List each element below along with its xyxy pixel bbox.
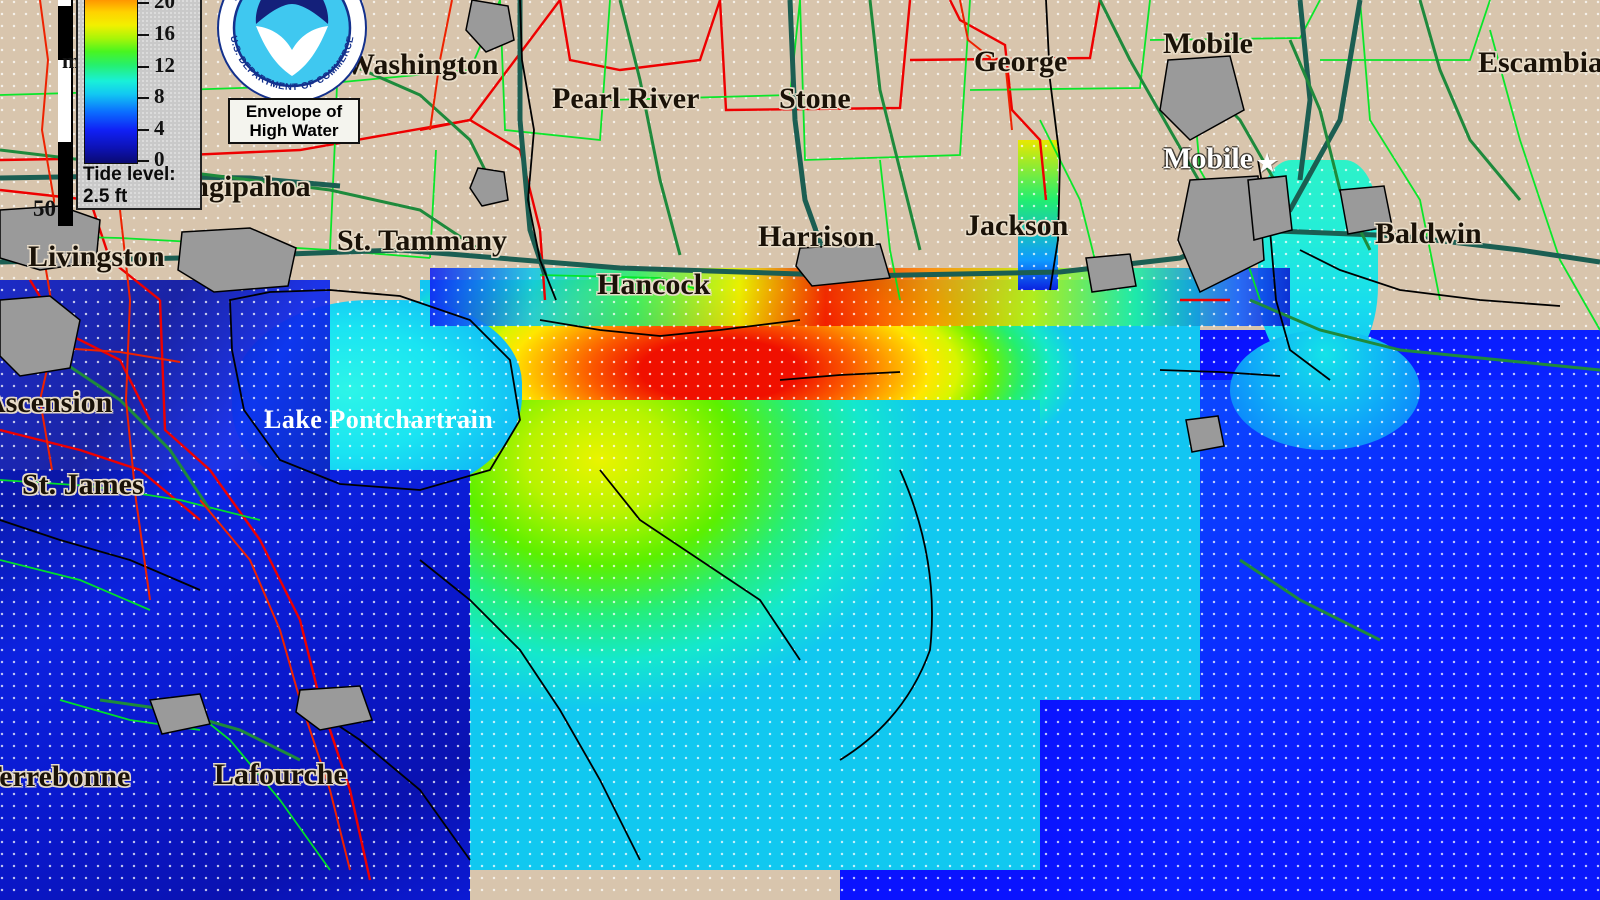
county-label-lafourche: Lafourche — [214, 758, 347, 791]
colorbar-label-12: 12 — [154, 53, 175, 77]
county-label-mobile: Mobile — [1163, 27, 1253, 60]
county-label-harrison: Harrison — [758, 220, 875, 253]
county-label-terrebonne: Terrebonne — [0, 760, 131, 793]
scale-bar-value-label: 50 — [33, 196, 56, 221]
colorbar-label-4: 4 — [154, 116, 165, 140]
colorbar-label-8: 8 — [154, 84, 165, 108]
water-label-lake-pontchartrain: Lake Pontchartrain — [264, 405, 494, 434]
tide-level-caption: Tide level: — [83, 164, 176, 185]
county-label-george: George — [974, 45, 1068, 78]
envelope-line-2: High Water — [249, 121, 339, 140]
county-label-pearl-river: Pearl River — [552, 82, 700, 115]
urban-area-polygons — [0, 0, 1393, 735]
tide-level-value: 2.5 ft — [83, 186, 128, 208]
noaa-seal-logo: NATIONAL OCEANIC AND U.S. DEPARTMENT OF … — [217, 0, 367, 103]
county-label-jackson: Jackson — [965, 209, 1069, 242]
tide-level-block: Tide level: 2.5 ft — [83, 164, 199, 209]
legend-panel: 20 16 12 8 4 0 Tide level: 2.5 ft — [76, 0, 202, 210]
county-label-livingston: Livingston — [28, 240, 165, 273]
envelope-line-1: Envelope of — [245, 101, 343, 121]
hydrography-lines — [0, 0, 1561, 861]
envelope-of-high-water-box: Envelope of High Water — [228, 98, 360, 144]
colorbar-label-0: 0 — [154, 147, 165, 171]
colorbar-tick-8 — [138, 97, 149, 99]
county-label-ascension: Ascension — [0, 386, 113, 419]
county-label-baldwin: Baldwin — [1375, 217, 1482, 250]
colorbar-tick-12 — [138, 66, 149, 68]
county-label-st-tammany: St. Tammany — [337, 224, 508, 257]
county-label-stone: Stone — [779, 82, 851, 115]
county-label-st-james: St. James — [22, 468, 144, 501]
colorbar-tick-20 — [138, 2, 149, 4]
city-label-mobile: Mobile — [1163, 142, 1253, 175]
colorbar-tick-0 — [138, 160, 149, 162]
county-label-washington: Washington — [345, 48, 499, 81]
scale-bar-segment — [58, 60, 71, 142]
scale-bar-unit-label: m — [62, 48, 81, 73]
color-bar — [84, 0, 138, 164]
colorbar-tick-4 — [138, 129, 149, 131]
colorbar-tick-16 — [138, 34, 149, 36]
county-label-hancock: Hancock — [597, 268, 711, 301]
colorbar-label-16: 16 — [154, 21, 175, 45]
county-label-escambia: Escambia — [1478, 46, 1600, 79]
scale-bar-segment-top — [58, 0, 71, 6]
colorbar-label-20: 20 — [154, 0, 175, 13]
city-marker-star-icon: ★ — [1255, 148, 1280, 178]
